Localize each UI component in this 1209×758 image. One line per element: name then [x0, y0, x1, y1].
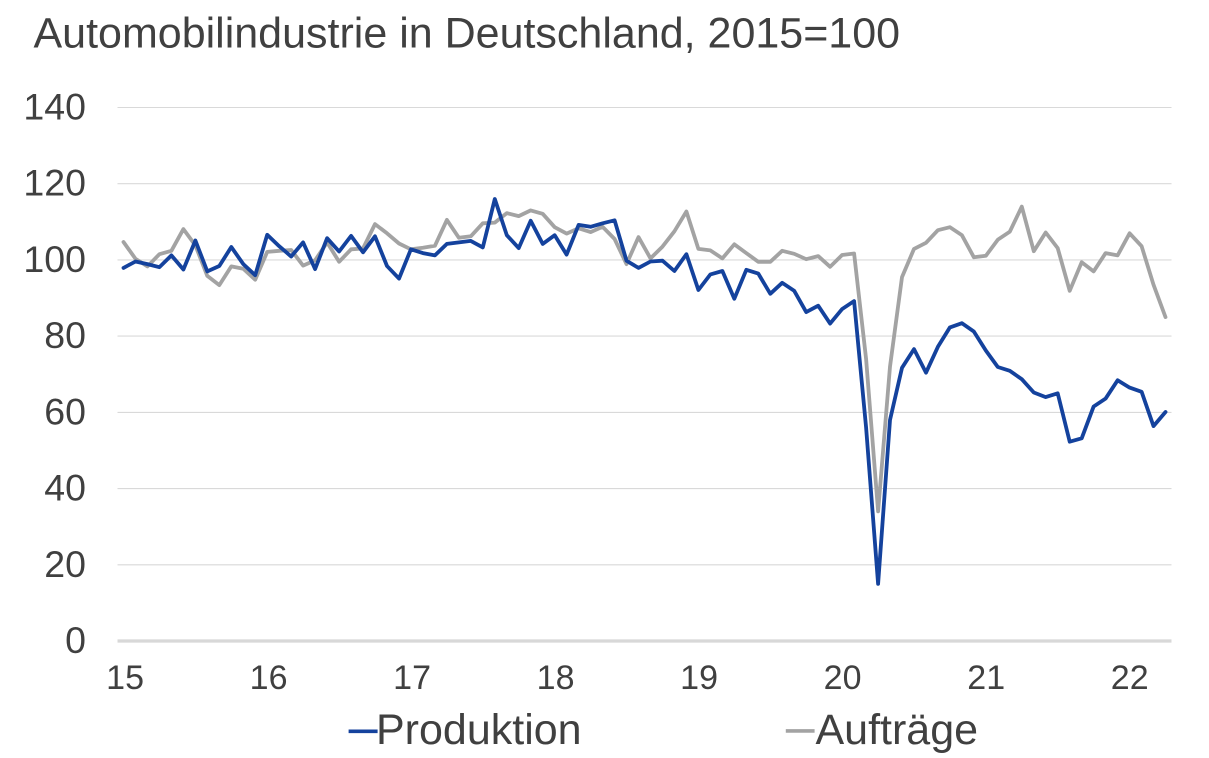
svg-text:100: 100	[23, 238, 86, 280]
svg-text:Produktion: Produktion	[376, 706, 582, 754]
svg-text:60: 60	[44, 390, 86, 432]
svg-text:20: 20	[824, 659, 862, 697]
svg-text:0: 0	[65, 619, 86, 661]
svg-text:19: 19	[680, 659, 718, 697]
svg-text:21: 21	[967, 659, 1005, 697]
svg-text:20: 20	[44, 543, 86, 585]
svg-text:40: 40	[44, 467, 86, 509]
svg-text:80: 80	[44, 314, 86, 356]
svg-text:120: 120	[23, 162, 86, 204]
svg-text:140: 140	[23, 86, 86, 128]
svg-text:17: 17	[393, 659, 431, 697]
svg-text:16: 16	[250, 659, 288, 697]
svg-text:18: 18	[537, 659, 575, 697]
svg-text:Aufträge: Aufträge	[816, 706, 979, 754]
svg-text:22: 22	[1111, 659, 1149, 697]
svg-text:15: 15	[106, 659, 144, 697]
svg-text:Automobilindustrie in Deutschl: Automobilindustrie in Deutschland, 2015=…	[34, 10, 901, 58]
